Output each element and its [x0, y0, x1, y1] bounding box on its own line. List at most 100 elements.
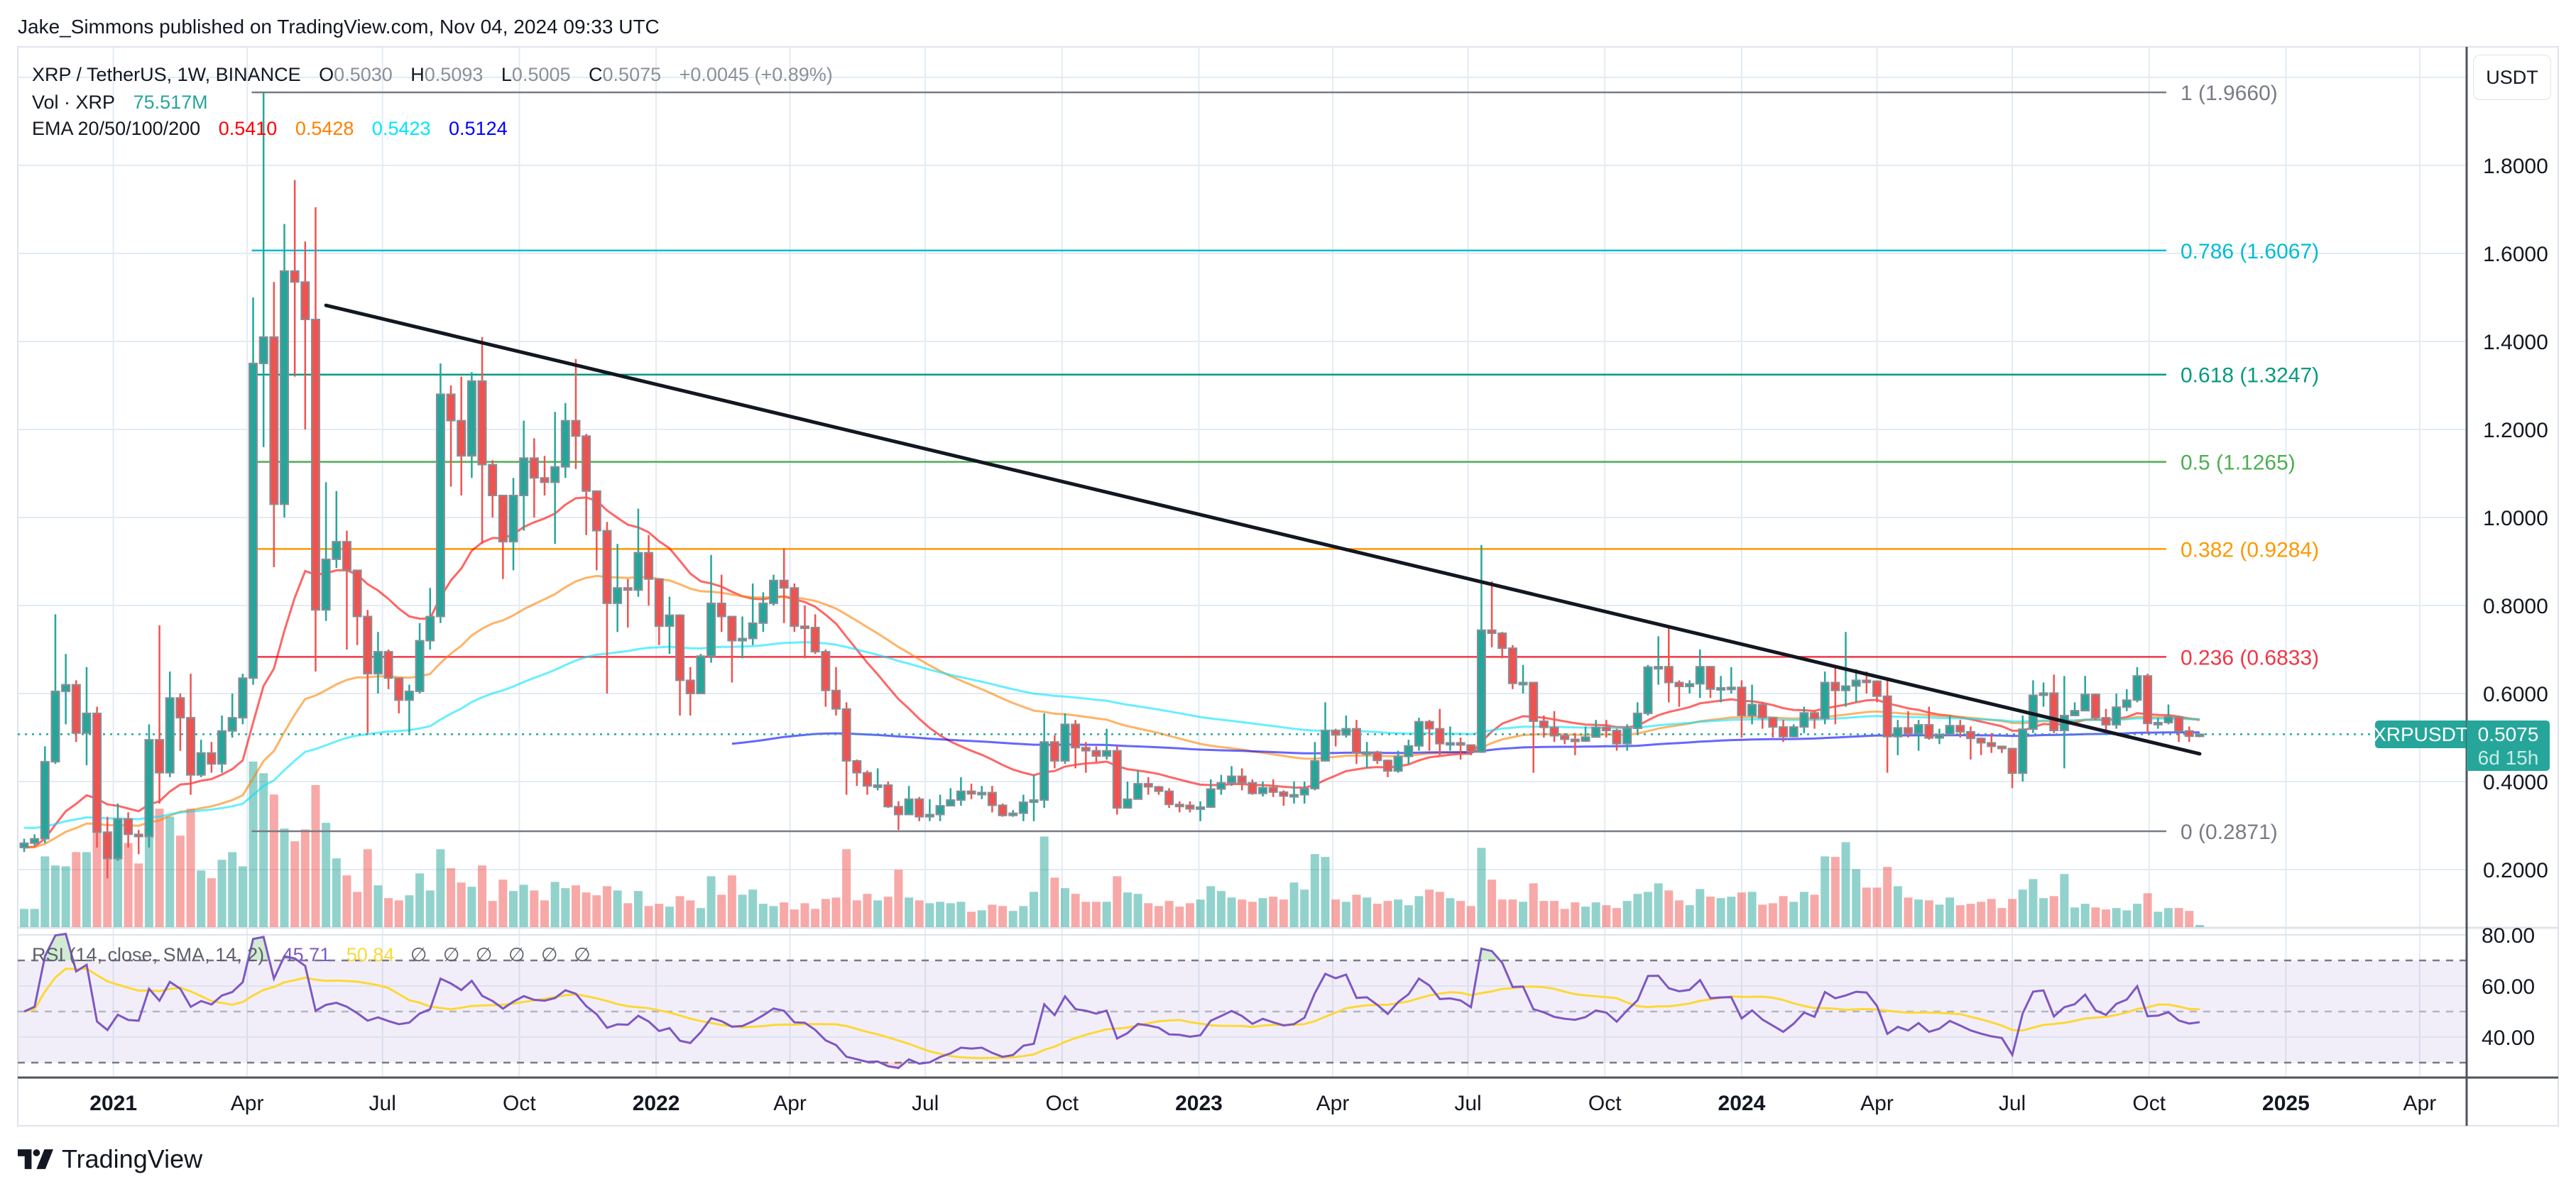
- time-axis-label: 2022: [633, 1092, 680, 1115]
- volume-bar: [831, 897, 841, 927]
- volume-bar: [758, 904, 768, 927]
- candle: [258, 92, 268, 447]
- volume-bar: [800, 903, 809, 927]
- candle-body: [488, 464, 498, 497]
- volume-bar: [405, 895, 414, 927]
- candle-body: [477, 380, 487, 466]
- candle: [1507, 645, 1517, 689]
- candle-body: [696, 655, 706, 695]
- high-value: 0.5093: [424, 64, 484, 85]
- volume-bar: [946, 903, 955, 927]
- candle: [665, 596, 675, 654]
- candle-body: [706, 602, 716, 657]
- volume-bar: [20, 909, 28, 927]
- rsi-na-1: ∅: [442, 944, 460, 965]
- candle-body: [1549, 726, 1559, 737]
- currency-button[interactable]: USDT: [2473, 55, 2551, 100]
- candle-body: [1841, 685, 1850, 691]
- volume-bar: [717, 894, 726, 927]
- candle-body: [1705, 666, 1715, 690]
- volume-bar: [1394, 899, 1403, 927]
- volume-bar: [1425, 889, 1434, 927]
- candle: [415, 623, 425, 694]
- candle-body: [1321, 730, 1330, 762]
- volume-bar: [665, 906, 674, 927]
- volume-bar: [1289, 882, 1299, 927]
- candle-body: [1768, 717, 1778, 728]
- tradingview-logo-icon: [18, 1149, 53, 1169]
- volume-bar: [353, 892, 362, 927]
- candle: [363, 610, 373, 733]
- symbol-title[interactable]: XRP / TetherUS, 1W, BINANCE: [32, 64, 301, 85]
- candle: [591, 490, 601, 571]
- publisher-line: Jake_Simmons published on TradingView.co…: [18, 16, 660, 38]
- price-axis-label: 0.2000: [2483, 859, 2548, 882]
- candle: [654, 578, 664, 645]
- rsi-na-3: ∅: [508, 944, 525, 965]
- candle-body: [1424, 720, 1434, 730]
- candle: [2070, 702, 2080, 717]
- candle-body: [1476, 629, 1486, 753]
- candle: [2143, 674, 2153, 733]
- candle: [946, 788, 956, 807]
- low-value: 0.5005: [511, 64, 571, 85]
- footer-brand[interactable]: TradingView: [18, 1144, 202, 1174]
- volume-series: [20, 761, 2204, 927]
- candle-body: [1591, 726, 1601, 738]
- volume-bar: [61, 866, 70, 927]
- candle-body: [685, 679, 695, 695]
- candle-body: [321, 558, 331, 611]
- candle: [1955, 720, 1965, 738]
- candle: [1185, 801, 1195, 813]
- volume-bar: [821, 899, 830, 927]
- candle-body: [1091, 750, 1101, 757]
- volume-bar: [1830, 857, 1840, 927]
- volume-bar: [873, 900, 883, 927]
- fib-level-label: 1 (1.9660): [2181, 82, 2278, 105]
- volume-bar: [925, 903, 934, 927]
- volume-bar: [300, 829, 310, 927]
- candle-body: [1810, 712, 1820, 720]
- volume-bar: [2122, 910, 2132, 927]
- volume-bar: [1341, 902, 1350, 927]
- candle: [488, 460, 498, 518]
- volume-bar: [1102, 902, 1111, 927]
- price-axis-label: 0.4000: [2483, 771, 2548, 794]
- volume-bar: [249, 761, 258, 927]
- candle: [1435, 708, 1445, 755]
- candle: [519, 420, 529, 531]
- candle: [571, 358, 581, 469]
- candle-body: [1529, 681, 1539, 723]
- candle: [2049, 674, 2059, 733]
- candle-body: [790, 587, 799, 628]
- candle-body: [654, 578, 664, 628]
- time-axis-label: 2025: [2262, 1092, 2310, 1115]
- candle-body: [779, 579, 789, 589]
- candle-body: [82, 712, 92, 734]
- candle-body: [529, 457, 539, 479]
- volume-bar: [290, 841, 300, 927]
- candle: [1518, 664, 1528, 694]
- volume-label[interactable]: Vol · XRP: [32, 92, 116, 113]
- price-axis-label: 0.8000: [2483, 595, 2548, 618]
- rsi-label[interactable]: RSI (14, close, SMA, 14, 2): [32, 944, 265, 965]
- volume-bar: [842, 849, 851, 927]
- candle: [19, 838, 29, 853]
- candle: [633, 508, 643, 597]
- candle: [1997, 745, 2007, 753]
- candle: [71, 680, 81, 743]
- ema-label[interactable]: EMA 20/50/100/200: [32, 118, 201, 139]
- candle-body: [1914, 724, 1923, 735]
- candle-body: [290, 270, 300, 283]
- candle: [1174, 801, 1184, 813]
- candle-body: [1799, 712, 1809, 728]
- candle-body: [2174, 716, 2184, 732]
- volume-bar: [1872, 887, 1882, 927]
- volume-bar: [2154, 911, 2163, 927]
- candle-body: [1258, 787, 1268, 794]
- volume-bar: [1279, 899, 1288, 927]
- candle-body: [1123, 798, 1133, 809]
- volume-bar: [1945, 897, 1955, 927]
- candle: [2122, 689, 2132, 711]
